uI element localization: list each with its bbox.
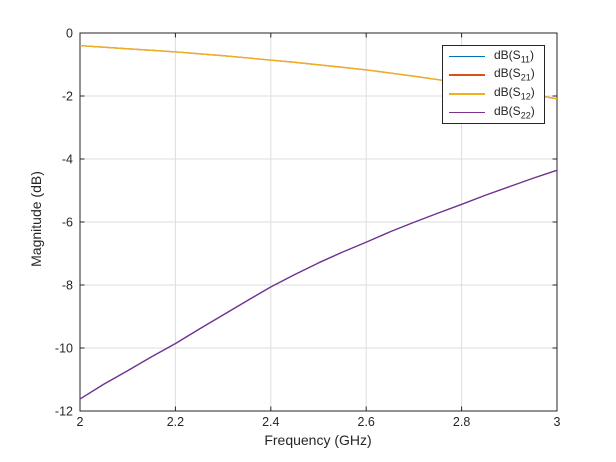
x-tick-label: 3	[554, 415, 561, 429]
series-line-s22	[79, 169, 558, 400]
y-tick-label: -2	[62, 90, 73, 104]
legend-label: dB(S22)	[494, 103, 535, 121]
y-tick-label: 0	[66, 27, 73, 41]
tick-marks	[79, 32, 558, 412]
legend-line-sample	[449, 93, 485, 95]
x-tick-label: 2.4	[262, 415, 279, 429]
y-tick-label: -4	[62, 153, 73, 167]
legend-line-sample	[449, 111, 485, 114]
legend-entry-s12: dB(S12)	[443, 85, 544, 103]
legend-label: dB(S12)	[494, 85, 535, 102]
x-tick-label: 2.8	[453, 415, 470, 429]
legend-entry-s11: dB(S11)	[443, 47, 544, 65]
legend-label: dB(S11)	[494, 47, 535, 65]
x-tick-label: 2.6	[358, 415, 375, 429]
y-tick-label: -10	[55, 342, 73, 356]
legend: dB(S11) dB(S21) dB(S12) dB(S22)	[442, 45, 545, 124]
y-axis-label: Magnitude (dB)	[28, 171, 44, 267]
legend-entry-s22: dB(S22)	[443, 104, 544, 122]
y-tick-label: -12	[55, 405, 73, 419]
legend-line-sample	[449, 74, 485, 76]
x-tick-label: 2	[77, 415, 84, 429]
legend-entry-s21: dB(S21)	[443, 66, 544, 84]
x-tick-labels: 2 2.2 2.4 2.6 2.8 3	[77, 415, 561, 429]
x-tick-label: 2.2	[167, 415, 184, 429]
x-axis-label: Frequency (GHz)	[264, 432, 372, 448]
legend-line-sample	[449, 55, 485, 58]
y-tick-label: -6	[62, 216, 73, 230]
legend-label: dB(S21)	[494, 66, 535, 83]
y-tick-label: -8	[62, 279, 73, 293]
grid-lines	[80, 33, 557, 411]
y-tick-labels: 0 -2 -4 -6 -8 -10 -12	[55, 27, 73, 419]
